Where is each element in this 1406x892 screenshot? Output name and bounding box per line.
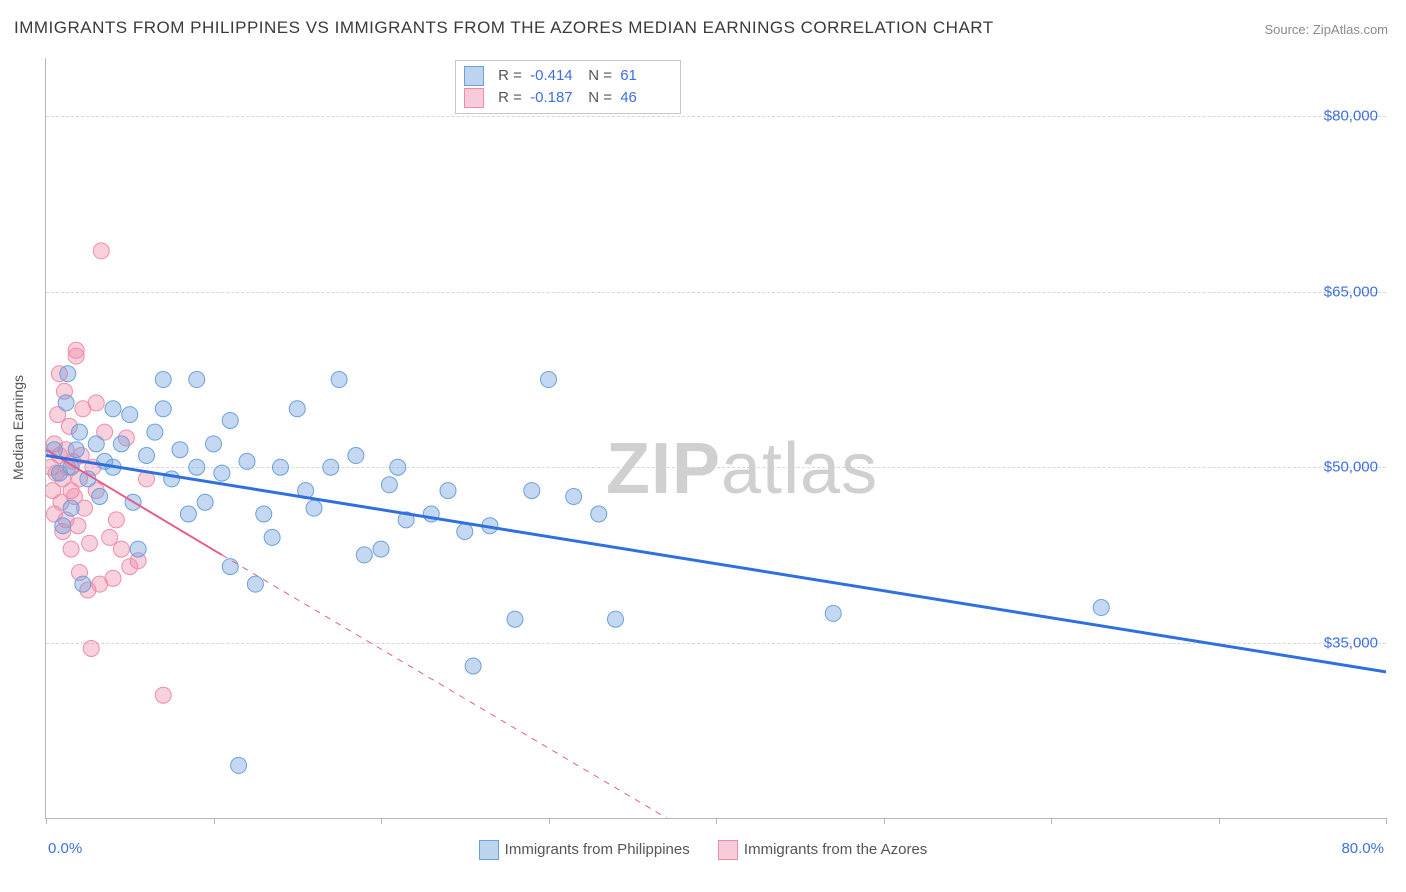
data-point [164, 471, 180, 487]
data-point [256, 506, 272, 522]
data-point [331, 372, 347, 388]
data-point [390, 459, 406, 475]
data-point [247, 576, 263, 592]
data-point [155, 401, 171, 417]
legend-swatch-pink-icon [718, 840, 738, 860]
data-point [189, 372, 205, 388]
data-point [457, 524, 473, 540]
data-point [440, 483, 456, 499]
trend-line [46, 456, 1386, 672]
data-point [72, 424, 88, 440]
data-point [155, 372, 171, 388]
x-tick [214, 818, 215, 824]
data-point [541, 372, 557, 388]
correlation-legend: R = -0.414 N = 61 R = -0.187 N = 46 [455, 60, 681, 114]
data-point [507, 611, 523, 627]
data-point [70, 518, 86, 534]
data-point [323, 459, 339, 475]
data-point [88, 436, 104, 452]
data-point [102, 529, 118, 545]
data-point [63, 500, 79, 516]
data-point [1093, 600, 1109, 616]
data-point [122, 407, 138, 423]
x-tick [1219, 818, 1220, 824]
x-tick [46, 818, 47, 824]
x-tick [381, 818, 382, 824]
data-point [273, 459, 289, 475]
data-point [180, 506, 196, 522]
data-point [373, 541, 389, 557]
data-point [524, 483, 540, 499]
data-point [83, 640, 99, 656]
data-point [465, 658, 481, 674]
data-point [105, 401, 121, 417]
data-point [75, 576, 91, 592]
y-axis-label: Median Earnings [10, 375, 26, 480]
data-point [222, 559, 238, 575]
data-point [222, 412, 238, 428]
legend-row-1: R = -0.414 N = 61 [464, 65, 670, 87]
data-point [82, 535, 98, 551]
x-tick [1051, 818, 1052, 824]
legend-row-2: R = -0.187 N = 46 [464, 87, 670, 109]
data-point [825, 605, 841, 621]
data-point [68, 342, 84, 358]
data-point [92, 488, 108, 504]
data-point [231, 757, 247, 773]
data-point [566, 488, 582, 504]
data-point [130, 541, 146, 557]
data-point [108, 512, 124, 528]
data-point [239, 453, 255, 469]
data-point [264, 529, 280, 545]
data-point [105, 570, 121, 586]
data-point [155, 687, 171, 703]
x-tick [884, 818, 885, 824]
trend-line-dashed [222, 555, 716, 818]
data-point [289, 401, 305, 417]
data-point [591, 506, 607, 522]
data-point [214, 465, 230, 481]
scatter-svg [46, 58, 1386, 818]
data-point [58, 395, 74, 411]
data-point [88, 395, 104, 411]
x-tick [716, 818, 717, 824]
chart-container: IMMIGRANTS FROM PHILIPPINES VS IMMIGRANT… [0, 0, 1406, 892]
data-point [356, 547, 372, 563]
data-point [113, 541, 129, 557]
data-point [60, 366, 76, 382]
legend-item-philippines: Immigrants from Philippines [479, 840, 690, 860]
x-tick [1386, 818, 1387, 824]
data-point [113, 436, 129, 452]
legend-item-azores: Immigrants from the Azores [718, 840, 927, 860]
data-point [189, 459, 205, 475]
chart-title: IMMIGRANTS FROM PHILIPPINES VS IMMIGRANT… [14, 18, 994, 38]
data-point [68, 442, 84, 458]
series-legend: Immigrants from Philippines Immigrants f… [0, 840, 1406, 860]
data-point [381, 477, 397, 493]
plot-area: ZIPatlas $35,000$50,000$65,000$80,000 [45, 58, 1386, 819]
legend-swatch-blue [464, 66, 484, 86]
data-point [139, 448, 155, 464]
data-point [197, 494, 213, 510]
legend-swatch-blue-icon [479, 840, 499, 860]
data-point [172, 442, 188, 458]
data-point [348, 448, 364, 464]
data-point [55, 518, 71, 534]
data-point [147, 424, 163, 440]
legend-swatch-pink [464, 88, 484, 108]
data-point [306, 500, 322, 516]
data-point [206, 436, 222, 452]
source-label: Source: ZipAtlas.com [1264, 22, 1388, 37]
data-point [93, 243, 109, 259]
data-point [608, 611, 624, 627]
x-tick [549, 818, 550, 824]
data-point [63, 541, 79, 557]
